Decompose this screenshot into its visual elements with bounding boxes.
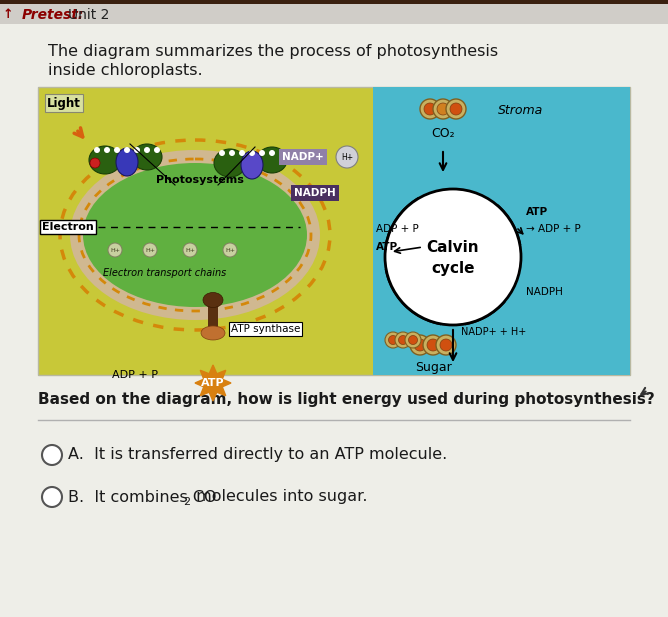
Text: ATP: ATP <box>526 207 548 217</box>
Circle shape <box>385 332 401 348</box>
Text: Based on the diagram, how is light energy used during photosynthesis?: Based on the diagram, how is light energ… <box>38 392 655 407</box>
Circle shape <box>410 335 430 355</box>
Text: inside chloroplasts.: inside chloroplasts. <box>48 63 202 78</box>
Polygon shape <box>195 365 231 401</box>
Circle shape <box>433 99 453 119</box>
Circle shape <box>90 158 100 168</box>
Circle shape <box>405 332 421 348</box>
Ellipse shape <box>89 146 121 174</box>
Text: H+: H+ <box>225 247 235 252</box>
Text: H+: H+ <box>145 247 155 252</box>
Text: ADP + P: ADP + P <box>112 370 158 380</box>
Text: Light: Light <box>47 96 81 109</box>
Circle shape <box>42 445 62 465</box>
Circle shape <box>423 335 443 355</box>
Ellipse shape <box>132 144 162 170</box>
Text: Electron transport chains: Electron transport chains <box>104 268 226 278</box>
Circle shape <box>424 103 436 115</box>
Circle shape <box>450 103 462 115</box>
Text: H+: H+ <box>110 247 120 252</box>
Circle shape <box>42 487 62 507</box>
Circle shape <box>249 150 255 156</box>
Ellipse shape <box>83 163 307 307</box>
Circle shape <box>124 147 130 153</box>
Text: Stroma: Stroma <box>498 104 543 117</box>
FancyBboxPatch shape <box>373 87 630 375</box>
Text: Pretest:: Pretest: <box>22 8 84 22</box>
Circle shape <box>420 99 440 119</box>
Circle shape <box>144 147 150 153</box>
FancyBboxPatch shape <box>0 24 668 617</box>
Text: ATP: ATP <box>201 378 225 388</box>
Text: Calvin: Calvin <box>427 239 480 254</box>
Circle shape <box>154 147 160 153</box>
Text: Electron: Electron <box>42 222 94 232</box>
Ellipse shape <box>203 292 223 307</box>
FancyBboxPatch shape <box>208 305 218 330</box>
Ellipse shape <box>214 149 246 177</box>
Circle shape <box>259 150 265 156</box>
Ellipse shape <box>201 326 225 340</box>
Text: The diagram summarizes the process of photosynthesis: The diagram summarizes the process of ph… <box>48 44 498 59</box>
Circle shape <box>385 189 521 325</box>
Text: Sugar: Sugar <box>415 361 452 374</box>
Circle shape <box>223 243 237 257</box>
Circle shape <box>269 150 275 156</box>
Circle shape <box>389 336 397 344</box>
Text: ↑: ↑ <box>3 9 13 22</box>
Text: NADPH: NADPH <box>294 188 336 198</box>
Text: 2: 2 <box>184 497 190 507</box>
Text: → ADP + P: → ADP + P <box>526 224 580 234</box>
Text: ADP + P: ADP + P <box>376 224 419 234</box>
Circle shape <box>446 99 466 119</box>
Text: ATP synthase: ATP synthase <box>231 324 301 334</box>
Circle shape <box>395 332 411 348</box>
Text: ATP: ATP <box>376 242 398 252</box>
Text: H+: H+ <box>341 152 353 162</box>
Ellipse shape <box>70 150 320 320</box>
Ellipse shape <box>116 148 138 176</box>
Circle shape <box>104 147 110 153</box>
Text: A.  It is transferred directly to an ATP molecule.: A. It is transferred directly to an ATP … <box>68 447 448 463</box>
Text: H+: H+ <box>185 247 195 252</box>
Circle shape <box>279 150 285 156</box>
Circle shape <box>219 150 225 156</box>
Circle shape <box>183 243 197 257</box>
Ellipse shape <box>257 147 287 173</box>
Circle shape <box>229 150 235 156</box>
Text: molecules into sugar.: molecules into sugar. <box>190 489 367 505</box>
Circle shape <box>94 147 100 153</box>
Text: B.  It combines CO: B. It combines CO <box>68 489 216 505</box>
FancyBboxPatch shape <box>0 0 668 24</box>
Text: cycle: cycle <box>432 262 475 276</box>
Text: NADPH: NADPH <box>526 287 563 297</box>
Text: NADP+: NADP+ <box>282 152 324 162</box>
Ellipse shape <box>241 151 263 179</box>
Text: NADP+ + H+: NADP+ + H+ <box>461 327 526 337</box>
FancyBboxPatch shape <box>38 87 630 375</box>
Circle shape <box>239 150 245 156</box>
Circle shape <box>134 147 140 153</box>
Circle shape <box>336 146 358 168</box>
Text: Photosystems: Photosystems <box>156 175 244 185</box>
Circle shape <box>114 147 120 153</box>
Text: Unit 2: Unit 2 <box>68 8 110 22</box>
Circle shape <box>427 339 439 351</box>
Circle shape <box>436 335 456 355</box>
Circle shape <box>437 103 449 115</box>
Circle shape <box>143 243 157 257</box>
Circle shape <box>409 336 418 344</box>
Text: CO₂: CO₂ <box>431 127 455 140</box>
Circle shape <box>108 243 122 257</box>
FancyBboxPatch shape <box>0 0 668 4</box>
Circle shape <box>440 339 452 351</box>
Circle shape <box>399 336 407 344</box>
Circle shape <box>414 339 426 351</box>
